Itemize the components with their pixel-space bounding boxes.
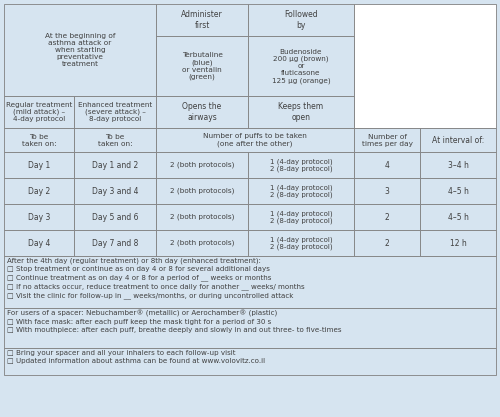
- Text: 2: 2: [384, 239, 390, 248]
- Bar: [248, 230, 354, 256]
- Bar: [156, 204, 248, 230]
- Bar: [420, 178, 496, 204]
- Bar: [74, 128, 156, 152]
- Bar: [354, 230, 420, 256]
- Text: At interval of:: At interval of:: [432, 136, 484, 145]
- Text: 2 (both protocols): 2 (both protocols): [170, 162, 234, 168]
- Text: Administer
first: Administer first: [181, 10, 223, 30]
- Bar: [354, 178, 420, 204]
- Bar: [156, 152, 248, 178]
- Text: To be
taken on:: To be taken on:: [22, 133, 56, 146]
- Text: Day 5 and 6: Day 5 and 6: [92, 213, 138, 221]
- Bar: [4, 348, 496, 375]
- Text: Opens the
airways: Opens the airways: [182, 102, 222, 122]
- Bar: [156, 36, 248, 96]
- Text: 2 (both protocols): 2 (both protocols): [170, 214, 234, 220]
- Bar: [248, 96, 354, 128]
- Text: 12 h: 12 h: [450, 239, 466, 248]
- Text: 3–4 h: 3–4 h: [448, 161, 468, 169]
- Bar: [248, 178, 354, 204]
- Bar: [74, 230, 156, 256]
- Bar: [4, 152, 74, 178]
- Bar: [4, 230, 74, 256]
- Text: Day 4: Day 4: [28, 239, 50, 248]
- Text: Terbutaline
(blue)
or ventalin
(green): Terbutaline (blue) or ventalin (green): [182, 52, 222, 80]
- Bar: [74, 96, 156, 128]
- Text: 3: 3: [384, 186, 390, 196]
- Text: Day 1: Day 1: [28, 161, 50, 169]
- Text: Enhanced treatment
(severe attack) –
8-day protocol: Enhanced treatment (severe attack) – 8-d…: [78, 102, 152, 122]
- Text: Number of puffs to be taken
(one after the other): Number of puffs to be taken (one after t…: [203, 133, 307, 147]
- Text: For users of a spacer: Nebuchamber® (metallic) or Aerochamber® (plastic)
□ With : For users of a spacer: Nebuchamber® (met…: [7, 310, 342, 333]
- Text: 4–5 h: 4–5 h: [448, 213, 468, 221]
- Text: 1 (4-day protocol)
2 (8-day protocol): 1 (4-day protocol) 2 (8-day protocol): [270, 158, 332, 172]
- Bar: [156, 128, 354, 152]
- Bar: [74, 178, 156, 204]
- Bar: [74, 204, 156, 230]
- Text: Day 3: Day 3: [28, 213, 50, 221]
- Bar: [248, 152, 354, 178]
- Bar: [420, 128, 496, 152]
- Text: 2: 2: [384, 213, 390, 221]
- Text: To be
taken on:: To be taken on:: [98, 133, 132, 146]
- Text: Followed
by: Followed by: [284, 10, 318, 30]
- Text: Keeps them
open: Keeps them open: [278, 102, 324, 122]
- Bar: [156, 230, 248, 256]
- Bar: [420, 230, 496, 256]
- Bar: [248, 204, 354, 230]
- Text: □ Bring your spacer and all your inhalers to each follow-up visit
□ Updated info: □ Bring your spacer and all your inhaler…: [7, 350, 265, 364]
- Text: 2 (both protocols): 2 (both protocols): [170, 188, 234, 194]
- Bar: [4, 128, 74, 152]
- Bar: [354, 4, 496, 128]
- Text: 4: 4: [384, 161, 390, 169]
- Bar: [4, 256, 496, 308]
- Text: 1 (4-day protocol)
2 (8-day protocol): 1 (4-day protocol) 2 (8-day protocol): [270, 210, 332, 224]
- Text: 2 (both protocols): 2 (both protocols): [170, 240, 234, 246]
- Bar: [156, 178, 248, 204]
- Text: After the 4th day (regular treatment) or 8th day (enhanced treatment):
□ Stop tr: After the 4th day (regular treatment) or…: [7, 258, 304, 299]
- Text: Day 7 and 8: Day 7 and 8: [92, 239, 138, 248]
- Bar: [4, 204, 74, 230]
- Bar: [354, 204, 420, 230]
- Text: Day 1 and 2: Day 1 and 2: [92, 161, 138, 169]
- Text: Budenoside
200 µg (brown)
or
fluticasone
125 µg (orange): Budenoside 200 µg (brown) or fluticasone…: [272, 48, 330, 83]
- Text: At the beginning of
asthma attack or
when starting
preventative
treatment: At the beginning of asthma attack or whe…: [45, 33, 115, 67]
- Text: Day 2: Day 2: [28, 186, 50, 196]
- Bar: [4, 308, 496, 348]
- Bar: [354, 128, 420, 152]
- Bar: [156, 96, 248, 128]
- Text: 1 (4-day protocol)
2 (8-day protocol): 1 (4-day protocol) 2 (8-day protocol): [270, 184, 332, 198]
- Text: 4–5 h: 4–5 h: [448, 186, 468, 196]
- Bar: [248, 36, 354, 96]
- Text: Day 3 and 4: Day 3 and 4: [92, 186, 138, 196]
- Bar: [248, 4, 354, 36]
- Text: Number of
times per day: Number of times per day: [362, 133, 412, 146]
- Bar: [156, 4, 248, 36]
- Text: 1 (4-day protocol)
2 (8-day protocol): 1 (4-day protocol) 2 (8-day protocol): [270, 236, 332, 250]
- Bar: [4, 178, 74, 204]
- Bar: [420, 204, 496, 230]
- Bar: [420, 152, 496, 178]
- Bar: [74, 152, 156, 178]
- Text: Regular treatment
(mild attack) –
4-day protocol: Regular treatment (mild attack) – 4-day …: [6, 102, 72, 122]
- Bar: [4, 96, 74, 128]
- Bar: [4, 4, 156, 96]
- Bar: [354, 152, 420, 178]
